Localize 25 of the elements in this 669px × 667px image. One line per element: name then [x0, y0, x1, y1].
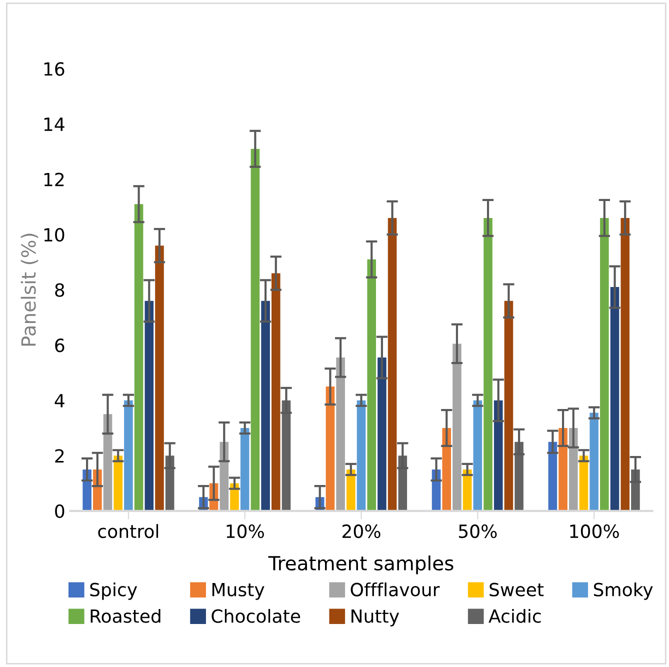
y-tick-label: 8: [55, 283, 64, 297]
x-axis-title: Treatment samples: [268, 555, 454, 574]
y-tick-label: 2: [55, 449, 64, 463]
y-axis-title: Panelsit (%): [20, 234, 38, 346]
y-tick-label: 12: [44, 172, 64, 186]
y-tick-label: 10: [44, 228, 64, 242]
legend-label: Offflavour: [350, 582, 440, 596]
legend-label: Smoky: [594, 582, 653, 600]
y-tick-label: 14: [44, 118, 64, 131]
x-tick-label: 20%: [342, 524, 380, 538]
legend-label: Sweet: [490, 582, 544, 596]
legend-label: Acidic: [488, 608, 541, 623]
y-tick-label: 0: [55, 504, 64, 518]
legend-label: Musty: [212, 583, 264, 600]
x-tick-label: 100%: [570, 524, 619, 538]
y-tick-label: 16: [44, 62, 64, 76]
y-tick-label: 4: [54, 394, 64, 408]
x-tick-label: 10%: [226, 524, 264, 538]
legend-label: Chocolate: [212, 608, 300, 623]
legend-label: Roasted: [90, 608, 160, 623]
x-tick-label: 50%: [458, 524, 497, 538]
legend-label: Nutty: [352, 610, 400, 626]
y-tick-label: 6: [55, 338, 64, 352]
legend-label: Spicy: [90, 582, 138, 600]
x-tick-label: control: [98, 524, 158, 538]
